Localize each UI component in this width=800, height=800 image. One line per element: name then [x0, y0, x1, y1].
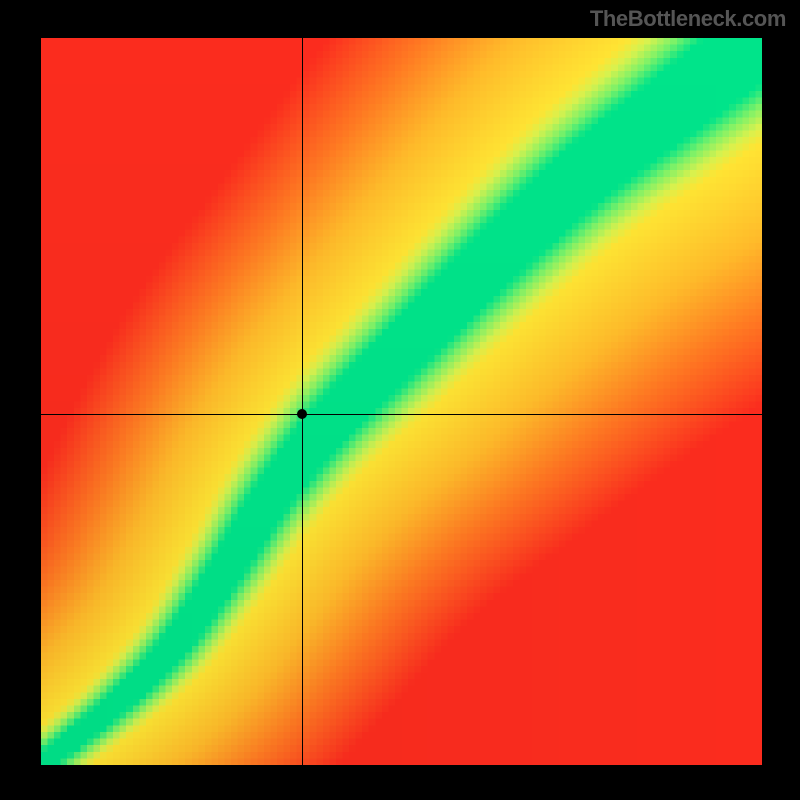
watermark-text: TheBottleneck.com	[590, 6, 786, 32]
chart-frame: TheBottleneck.com	[0, 0, 800, 800]
crosshair-horizontal	[41, 414, 762, 415]
heatmap-canvas	[41, 38, 762, 765]
crosshair-marker	[297, 409, 307, 419]
heatmap-plot-area	[41, 38, 762, 765]
crosshair-vertical	[302, 38, 303, 765]
